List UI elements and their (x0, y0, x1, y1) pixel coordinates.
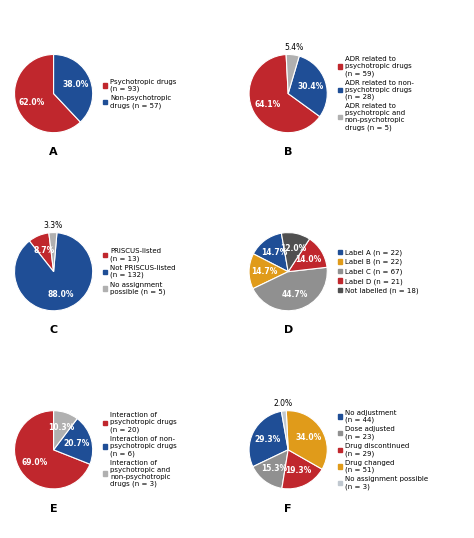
Wedge shape (15, 233, 93, 311)
Legend: Interaction of
psychotropic drugs
(n = 20), Interaction of non-
psychotropic dru: Interaction of psychotropic drugs (n = 2… (102, 412, 178, 488)
Text: E: E (50, 504, 57, 514)
Wedge shape (282, 410, 288, 450)
Text: 38.0%: 38.0% (62, 81, 89, 89)
Wedge shape (254, 233, 288, 272)
Legend: Psychotropic drugs
(n = 93), Non-psychotropic
drugs (n = 57): Psychotropic drugs (n = 93), Non-psychot… (102, 78, 177, 109)
Text: 30.4%: 30.4% (297, 82, 323, 90)
Wedge shape (249, 254, 288, 289)
Text: 14.7%: 14.7% (252, 267, 278, 276)
Text: 10.3%: 10.3% (48, 423, 74, 432)
Text: F: F (284, 504, 292, 514)
Text: 88.0%: 88.0% (47, 289, 73, 299)
Text: 15.3%: 15.3% (261, 464, 287, 473)
Wedge shape (286, 410, 327, 469)
Text: 19.3%: 19.3% (285, 466, 311, 476)
Wedge shape (54, 410, 77, 450)
Wedge shape (15, 54, 81, 133)
Text: 69.0%: 69.0% (21, 458, 47, 468)
Text: 62.0%: 62.0% (18, 98, 45, 107)
Wedge shape (29, 233, 54, 272)
Text: 34.0%: 34.0% (295, 433, 321, 442)
Wedge shape (288, 56, 327, 117)
Text: 8.7%: 8.7% (34, 245, 55, 254)
Text: 64.1%: 64.1% (255, 100, 281, 109)
Wedge shape (286, 54, 299, 94)
Text: D: D (283, 325, 293, 336)
Text: 2.0%: 2.0% (273, 399, 292, 408)
Wedge shape (49, 232, 57, 272)
Text: 20.7%: 20.7% (63, 439, 90, 448)
Text: 44.7%: 44.7% (282, 290, 308, 299)
Wedge shape (282, 232, 310, 272)
Legend: ADR related to
psychotropic drugs
(n = 59), ADR related to non-
psychotropic dru: ADR related to psychotropic drugs (n = 5… (337, 55, 414, 132)
Wedge shape (253, 267, 327, 311)
Wedge shape (249, 54, 320, 133)
Wedge shape (253, 450, 288, 489)
Text: 3.3%: 3.3% (43, 221, 63, 230)
Wedge shape (54, 419, 93, 464)
Wedge shape (15, 410, 90, 489)
Text: 14.7%: 14.7% (261, 249, 287, 257)
Legend: No adjustment
(n = 44), Dose adjusted
(n = 23), Drug discontinued
(n = 29), Drug: No adjustment (n = 44), Dose adjusted (n… (337, 409, 428, 491)
Wedge shape (54, 54, 93, 122)
Wedge shape (288, 239, 327, 272)
Text: B: B (284, 147, 292, 157)
Legend: PRISCUS-listed
(n = 13), Not PRISCUS-listed
(n = 132), No assignment
possible (n: PRISCUS-listed (n = 13), Not PRISCUS-lis… (102, 247, 176, 296)
Wedge shape (282, 450, 322, 489)
Legend: Label A (n = 22), Label B (n = 22), Label C (n = 67), Label D (n = 21), Not labe: Label A (n = 22), Label B (n = 22), Labe… (337, 249, 419, 295)
Text: 5.4%: 5.4% (284, 43, 303, 52)
Text: 29.3%: 29.3% (254, 435, 281, 443)
Text: A: A (49, 147, 58, 157)
Text: 14.0%: 14.0% (295, 255, 321, 264)
Text: 12.0%: 12.0% (280, 244, 306, 253)
Text: C: C (50, 325, 58, 336)
Wedge shape (249, 412, 288, 466)
